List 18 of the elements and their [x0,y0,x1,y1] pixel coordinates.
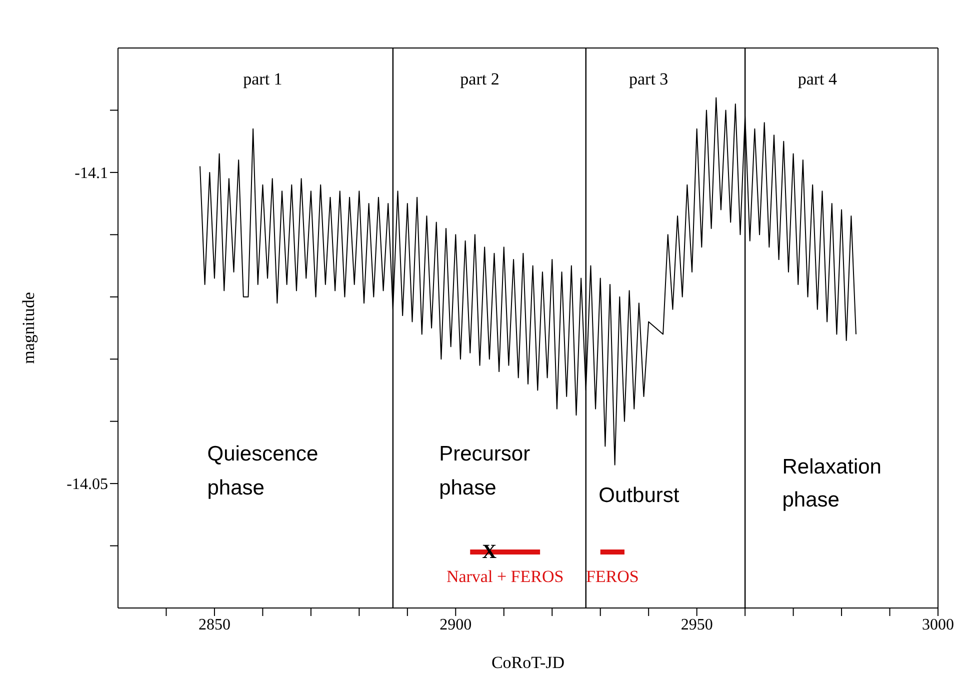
x-axis-title: CoRoT-JD [491,653,565,672]
y-tick-label: -14.05 [66,476,108,494]
x-tick-label: 2950 [680,616,713,634]
annotation: Quiescence phase [207,438,318,505]
annotation: Relaxation phase [782,450,882,518]
annotation: part 4 [798,66,837,93]
series-label: Narval + FEROS [446,567,564,586]
annotation: part 1 [243,66,282,93]
x-tick-label: 2850 [198,616,230,634]
y-tick-label: -14.1 [74,165,108,182]
y-axis-title: magnitude [19,292,38,364]
x-tick-label: 3000 [922,616,954,634]
annotation: part 2 [460,66,500,93]
annotation: Precursor phase [439,438,530,505]
series-label: FEROS [586,567,639,586]
x-tick-label: 2900 [440,616,472,634]
annotation: Outburst [598,479,680,513]
annotation: part 3 [628,66,668,93]
